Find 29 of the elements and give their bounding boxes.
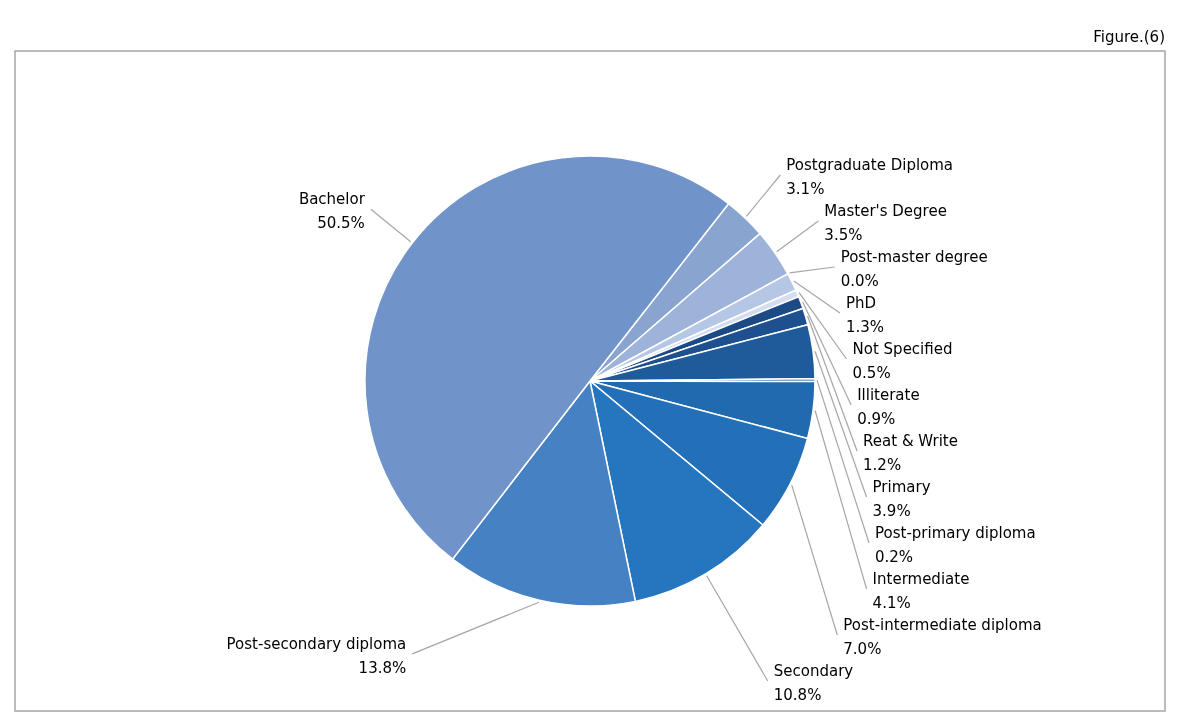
text: Figure.(6) — [1093, 28, 1165, 46]
slice-label: Not Specified — [852, 340, 953, 358]
data-label: 50.5% — [317, 214, 365, 233]
slice-label: Post-primary diploma — [875, 524, 1036, 542]
slice-label: Reat & Write — [863, 432, 958, 450]
slice-label: Bachelor — [298, 190, 366, 209]
slice-label: Postgraduate Diploma — [786, 156, 954, 174]
data-label: 3.1% — [786, 180, 825, 198]
data-label: 0.5% — [852, 364, 891, 382]
slice-label: Post-secondary diploma — [226, 634, 407, 653]
slice-label: Illiterate — [857, 386, 920, 404]
data-label: 1.2% — [863, 456, 902, 474]
data-label: 7.0% — [843, 640, 882, 658]
text: 0.0% — [840, 272, 879, 290]
slice-label: Post-intermediate diploma — [843, 616, 1042, 634]
slice-label: Secondary — [773, 662, 854, 680]
data-label: 0.9% — [857, 410, 896, 428]
data-label: 10.8% — [773, 686, 822, 704]
data-label: 0.2% — [875, 548, 914, 566]
data-label: 1.3% — [845, 318, 885, 336]
slice-label: Primary — [872, 478, 931, 496]
category-label: Post-master degree — [840, 248, 988, 266]
data-label: 3.5% — [824, 226, 863, 244]
data-label: 3.9% — [872, 502, 911, 520]
slice-label: PhD — [845, 294, 877, 312]
data-label: 4.1% — [872, 594, 911, 612]
slice-label: Intermediate — [872, 570, 970, 588]
data-label: 13.8% — [358, 658, 407, 677]
slice-label: Master's Degree — [824, 202, 947, 220]
